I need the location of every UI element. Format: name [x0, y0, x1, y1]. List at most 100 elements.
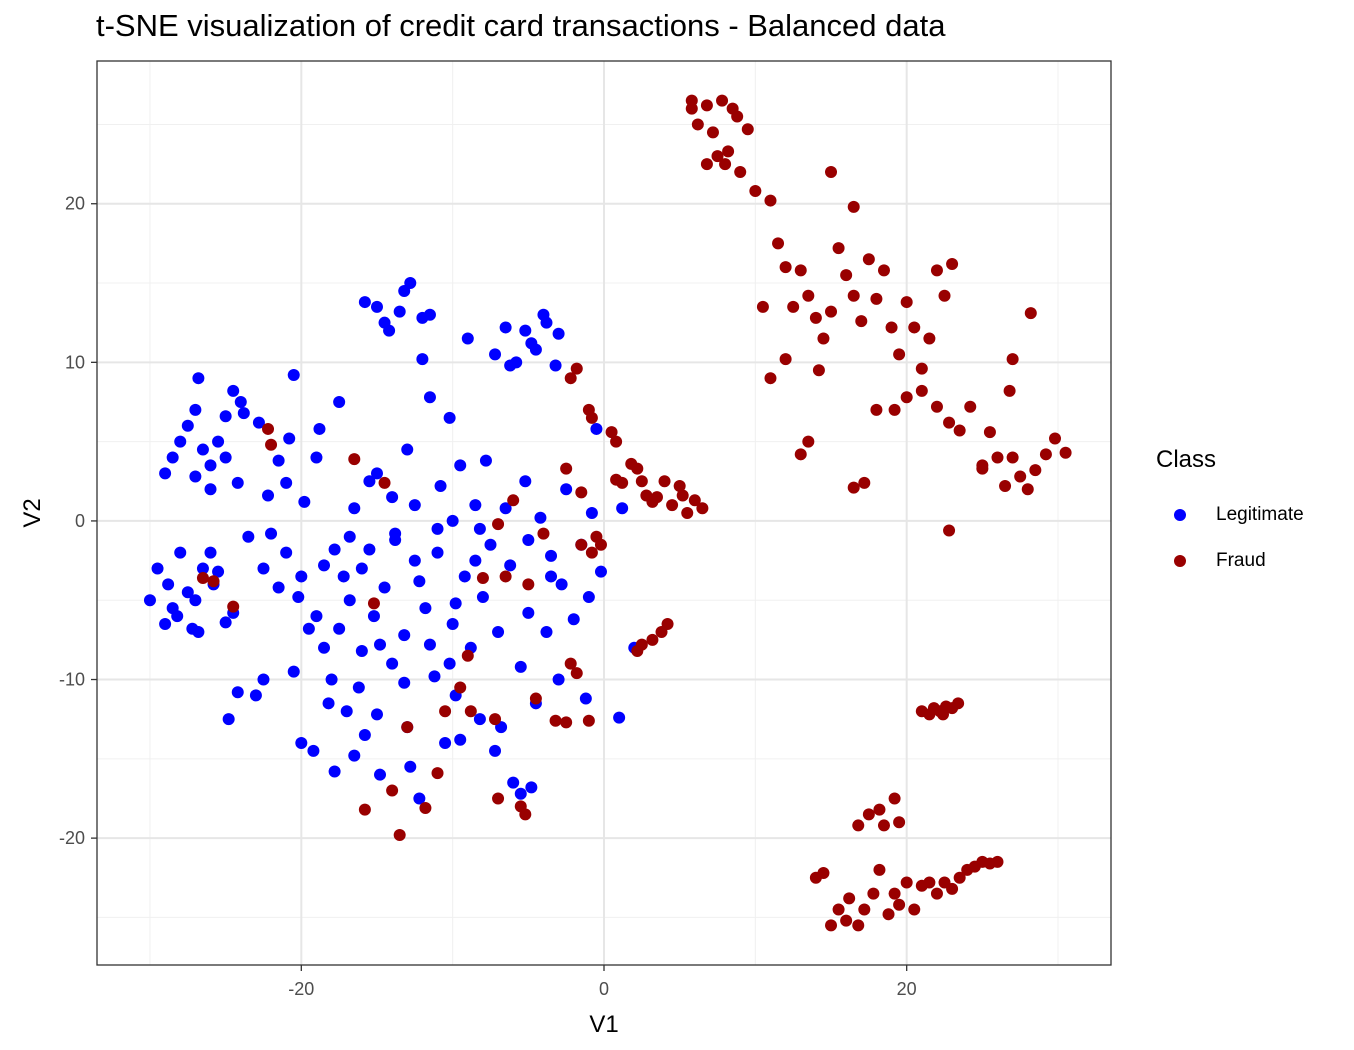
point-fraud — [888, 887, 901, 900]
point-legitimate — [469, 499, 482, 512]
point-fraud — [862, 808, 875, 821]
point-legitimate — [242, 530, 255, 543]
point-fraud — [847, 481, 860, 494]
point-legitimate — [196, 562, 209, 575]
point-fraud — [635, 475, 648, 488]
point-fraud — [519, 808, 532, 821]
point-legitimate — [519, 475, 532, 488]
point-fraud — [953, 871, 966, 884]
point-fraud — [1006, 353, 1019, 366]
point-fraud — [454, 681, 467, 694]
point-fraud — [832, 242, 845, 255]
point-legitimate — [514, 660, 527, 673]
point-legitimate — [555, 578, 568, 591]
point-fraud — [631, 462, 644, 475]
point-fraud — [832, 903, 845, 916]
point-legitimate — [204, 546, 217, 559]
point-legitimate — [325, 673, 338, 686]
point-legitimate — [428, 670, 441, 683]
point-fraud — [888, 792, 901, 805]
point-fraud — [915, 362, 928, 375]
point-legitimate — [181, 419, 194, 432]
point-fraud — [946, 882, 959, 895]
point-legitimate — [231, 476, 244, 489]
point-fraud — [1006, 451, 1019, 464]
point-fraud — [439, 705, 452, 718]
point-legitimate — [249, 689, 262, 702]
point-legitimate — [423, 638, 436, 651]
point-legitimate — [237, 407, 250, 420]
point-fraud — [840, 914, 853, 927]
point-fraud — [685, 102, 698, 115]
point-legitimate — [439, 736, 452, 749]
y-axis-ticks: -20 -10 0 10 20 — [59, 194, 97, 848]
point-fraud — [870, 403, 883, 416]
point-legitimate — [529, 343, 542, 356]
point-fraud — [817, 332, 830, 345]
point-legitimate — [413, 792, 426, 805]
point-fraud — [650, 491, 663, 504]
point-legitimate — [534, 511, 547, 524]
point-fraud — [802, 435, 815, 448]
point-legitimate — [504, 559, 517, 572]
point-fraud — [731, 110, 744, 123]
point-fraud — [1029, 464, 1042, 477]
point-legitimate — [212, 435, 225, 448]
point-legitimate — [313, 422, 326, 435]
point-legitimate — [567, 613, 580, 626]
x-tick-label: -20 — [288, 979, 314, 999]
point-fraud — [908, 321, 921, 334]
point-legitimate — [257, 673, 270, 686]
point-fraud — [923, 332, 936, 345]
point-legitimate — [401, 443, 414, 456]
point-fraud — [764, 194, 777, 207]
point-fraud — [358, 803, 371, 816]
point-fraud — [873, 803, 886, 816]
point-fraud — [930, 400, 943, 413]
point-fraud — [227, 600, 240, 613]
legend-key-fraud — [1174, 555, 1186, 567]
point-fraud — [847, 289, 860, 302]
point-fraud — [802, 289, 815, 302]
point-legitimate — [423, 391, 436, 404]
point-legitimate — [449, 597, 462, 610]
point-fraud — [696, 502, 709, 515]
point-legitimate — [386, 491, 399, 504]
point-legitimate — [545, 549, 558, 562]
point-fraud — [489, 713, 502, 726]
point-fraud — [605, 426, 618, 439]
point-legitimate — [363, 475, 376, 488]
point-fraud — [855, 315, 868, 328]
point-legitimate — [423, 308, 436, 321]
point-legitimate — [318, 641, 331, 654]
point-legitimate — [219, 410, 232, 423]
point-fraud — [1021, 483, 1034, 496]
point-fraud — [666, 499, 679, 512]
point-fraud — [549, 714, 562, 727]
point-legitimate — [443, 411, 456, 424]
point-fraud — [661, 618, 674, 631]
point-fraud — [700, 99, 713, 112]
point-fraud — [367, 597, 380, 610]
point-fraud — [207, 575, 220, 588]
point-fraud — [564, 372, 577, 385]
point-legitimate — [333, 395, 346, 408]
point-fraud — [635, 638, 648, 651]
point-legitimate — [469, 554, 482, 567]
point-fraud — [461, 649, 474, 662]
point-fraud — [594, 538, 607, 551]
point-fraud — [262, 422, 275, 435]
point-legitimate — [328, 543, 341, 556]
point-legitimate — [257, 562, 270, 575]
point-legitimate — [333, 622, 346, 635]
point-legitimate — [549, 359, 562, 372]
point-fraud — [991, 855, 1004, 868]
point-fraud — [779, 353, 792, 366]
point-fraud — [991, 451, 1004, 464]
point-fraud — [964, 400, 977, 413]
point-legitimate — [613, 711, 626, 724]
point-legitimate — [398, 284, 411, 297]
legend-label-fraud: Fraud — [1216, 550, 1266, 571]
point-legitimate — [192, 372, 205, 385]
point-legitimate — [355, 644, 368, 657]
